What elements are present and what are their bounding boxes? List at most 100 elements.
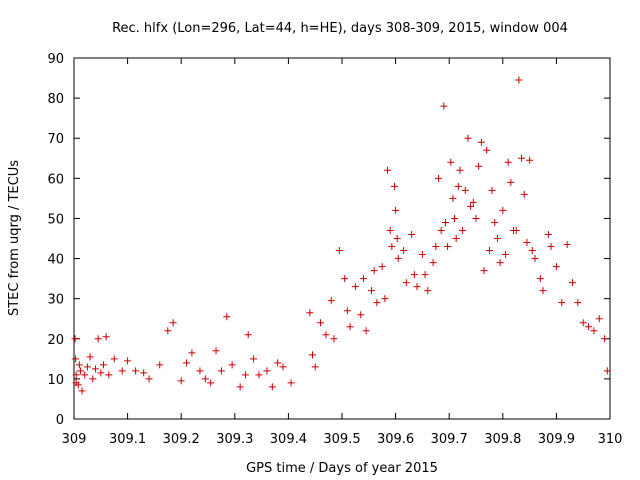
data-point bbox=[491, 218, 499, 226]
data-point bbox=[451, 214, 459, 222]
data-point bbox=[469, 198, 477, 206]
data-point bbox=[183, 359, 191, 367]
data-point bbox=[441, 218, 449, 226]
data-point bbox=[464, 134, 472, 142]
data-point bbox=[207, 379, 215, 387]
data-point bbox=[493, 235, 501, 242]
data-point bbox=[536, 275, 544, 283]
data-point bbox=[274, 359, 282, 367]
x-tick-label: 309.5 bbox=[323, 432, 360, 447]
data-point bbox=[164, 327, 172, 335]
y-axis-label: STEC from uqrg / TECUs bbox=[7, 160, 22, 316]
data-point bbox=[518, 154, 526, 162]
data-point bbox=[74, 381, 82, 389]
data-point bbox=[83, 363, 91, 371]
data-point bbox=[250, 355, 258, 363]
data-point bbox=[429, 259, 437, 267]
data-point bbox=[212, 347, 220, 355]
data-point bbox=[255, 371, 263, 379]
y-tick-label: 50 bbox=[47, 212, 64, 227]
data-point bbox=[373, 299, 381, 307]
data-point bbox=[590, 327, 598, 335]
data-point bbox=[393, 235, 401, 242]
data-point bbox=[440, 102, 448, 110]
data-point bbox=[507, 178, 515, 186]
data-point bbox=[485, 247, 493, 255]
data-point bbox=[434, 174, 442, 182]
x-tick-label: 309 bbox=[62, 432, 87, 447]
data-point bbox=[188, 349, 196, 357]
x-axis: 309 309.1 309.2 309.3 309.4 309.5 309.6 309.7 30… bbox=[62, 58, 622, 447]
data-point bbox=[447, 158, 455, 166]
data-point bbox=[341, 275, 349, 283]
data-point bbox=[322, 331, 330, 339]
y-tick-label: 40 bbox=[47, 253, 64, 268]
data-point bbox=[357, 311, 365, 319]
data-point bbox=[501, 251, 509, 259]
data-point bbox=[456, 166, 464, 174]
data-point bbox=[552, 263, 560, 271]
data-point bbox=[449, 194, 457, 202]
data-point bbox=[223, 313, 231, 321]
data-point bbox=[370, 267, 378, 275]
data-point bbox=[132, 367, 140, 375]
data-point bbox=[432, 243, 440, 251]
data-point bbox=[563, 241, 571, 249]
data-point bbox=[118, 367, 126, 375]
y-tick-label: 70 bbox=[47, 132, 64, 147]
data-point bbox=[91, 365, 99, 373]
data-point bbox=[72, 371, 80, 379]
x-tick-label: 309.6 bbox=[377, 432, 414, 447]
data-point bbox=[343, 307, 351, 315]
data-point bbox=[483, 146, 491, 154]
data-point bbox=[520, 190, 528, 198]
data-point bbox=[362, 327, 370, 335]
data-point bbox=[317, 319, 325, 327]
data-point bbox=[99, 361, 107, 369]
data-point bbox=[311, 363, 319, 371]
data-point bbox=[472, 214, 480, 222]
data-point bbox=[601, 335, 609, 343]
data-point bbox=[279, 363, 287, 371]
data-point bbox=[140, 369, 148, 377]
data-point bbox=[452, 235, 460, 242]
data-point bbox=[94, 335, 102, 343]
data-point bbox=[480, 267, 488, 275]
data-point bbox=[76, 367, 84, 375]
data-point bbox=[330, 335, 338, 343]
data-point bbox=[547, 243, 555, 251]
data-point bbox=[97, 369, 105, 377]
x-axis-label: GPS time / Days of year 2015 bbox=[246, 461, 438, 476]
data-point bbox=[410, 271, 418, 279]
data-point bbox=[526, 156, 534, 164]
y-tick-label: 60 bbox=[47, 172, 64, 187]
data-point bbox=[156, 361, 164, 369]
data-point bbox=[512, 226, 520, 234]
data-point bbox=[306, 309, 314, 317]
data-point bbox=[595, 315, 603, 323]
data-point bbox=[367, 287, 375, 295]
data-point bbox=[327, 297, 335, 305]
y-tick-label: 80 bbox=[47, 92, 64, 107]
x-tick-label: 309.9 bbox=[538, 432, 575, 447]
data-point bbox=[105, 371, 113, 379]
data-point bbox=[386, 226, 394, 234]
data-point bbox=[523, 239, 531, 247]
data-point bbox=[504, 158, 512, 166]
data-point bbox=[384, 166, 392, 174]
data-point bbox=[72, 355, 80, 363]
data-point bbox=[459, 226, 467, 234]
x-tick-label: 309.2 bbox=[163, 432, 200, 447]
data-point bbox=[228, 361, 236, 369]
data-point bbox=[528, 247, 536, 255]
data-point bbox=[244, 331, 252, 339]
plot-frame bbox=[73, 57, 611, 420]
data-point bbox=[169, 319, 177, 327]
data-point bbox=[102, 333, 110, 341]
data-point bbox=[454, 182, 462, 190]
data-point bbox=[201, 375, 209, 383]
data-point bbox=[71, 335, 79, 343]
data-point bbox=[359, 275, 367, 283]
data-point bbox=[499, 206, 507, 214]
